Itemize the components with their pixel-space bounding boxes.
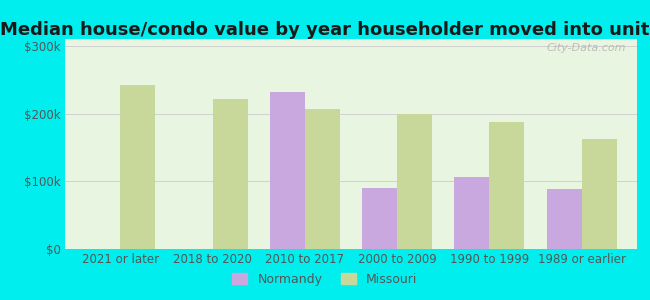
Text: City-Data.com: City-Data.com	[546, 43, 625, 53]
Bar	[270, 92, 305, 249]
Bar	[547, 189, 582, 249]
Bar	[582, 139, 617, 249]
Legend: Normandy, Missouri: Normandy, Missouri	[227, 268, 422, 291]
Bar	[305, 109, 340, 249]
Bar	[120, 85, 155, 249]
Bar	[489, 122, 525, 249]
Bar	[454, 176, 489, 249]
Bar	[397, 113, 432, 249]
Bar	[213, 99, 248, 249]
Bar	[362, 188, 397, 249]
Text: Median house/condo value by year householder moved into unit: Median house/condo value by year househo…	[0, 21, 650, 39]
